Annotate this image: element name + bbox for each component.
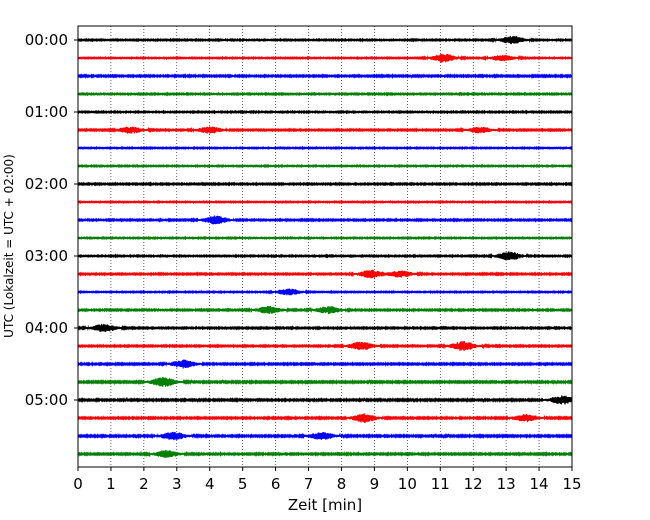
seismic-trace [77, 413, 573, 423]
seismic-trace [77, 145, 573, 151]
x-tick-label: 0 [73, 475, 83, 493]
x-tick-label: 4 [205, 475, 215, 493]
x-tick-label: 11 [431, 475, 450, 493]
x-tick-label: 3 [172, 475, 182, 493]
x-tick-label: 8 [337, 475, 347, 493]
seismic-trace [77, 288, 573, 296]
x-tick-label: 13 [497, 475, 516, 493]
x-tick-label: 5 [238, 475, 248, 493]
seismic-trace [77, 395, 573, 405]
seismic-trace [77, 53, 573, 63]
x-tick-label: 12 [464, 475, 483, 493]
seismic-trace [77, 35, 573, 45]
y-axis-label: UTC (Lokalzeit = UTC + 02:00) [2, 154, 16, 338]
x-tick-label: 15 [562, 475, 581, 493]
y-axis-ticks: 00:00 01:00 02:00 03:00 04:00 05:00 [25, 31, 78, 409]
y-tick-label: 01:00 [25, 103, 68, 121]
seismic-traces [77, 35, 573, 458]
seismic-trace [77, 305, 573, 315]
seismic-trace [77, 91, 573, 97]
seismic-trace [77, 431, 573, 441]
seismic-trace [77, 377, 573, 387]
x-tick-label: 9 [370, 475, 380, 493]
seismic-trace [77, 235, 573, 241]
seismic-trace [77, 323, 573, 333]
x-tick-label: 2 [139, 475, 149, 493]
x-tick-label: 14 [530, 475, 549, 493]
x-tick-label: 10 [398, 475, 417, 493]
x-tick-label: 7 [304, 475, 314, 493]
seismic-trace [77, 215, 573, 225]
y-tick-label: 00:00 [25, 31, 68, 49]
seismic-trace [77, 199, 573, 205]
plot-frame [77, 25, 573, 468]
seismic-trace [77, 109, 573, 115]
seismic-trace [77, 269, 573, 279]
seismic-trace [77, 341, 573, 351]
y-tick-label: 02:00 [25, 175, 68, 193]
seismic-trace [77, 181, 573, 187]
y-tick-label: 05:00 [25, 391, 68, 409]
seismic-trace [77, 163, 573, 169]
seismic-trace [77, 251, 573, 261]
seismic-trace [77, 72, 573, 80]
x-tick-label: 6 [271, 475, 281, 493]
x-axis-label: Zeit [min] [288, 496, 362, 514]
x-axis-ticks: 0 1 2 3 4 5 6 7 8 9 10 11 12 13 14 15 [73, 467, 582, 493]
seismic-trace [77, 449, 573, 458]
y-tick-label: 03:00 [25, 247, 68, 265]
x-tick-label: 1 [106, 475, 116, 493]
seismic-trace [77, 359, 573, 369]
y-tick-label: 04:00 [25, 319, 68, 337]
seismic-trace [77, 126, 573, 134]
